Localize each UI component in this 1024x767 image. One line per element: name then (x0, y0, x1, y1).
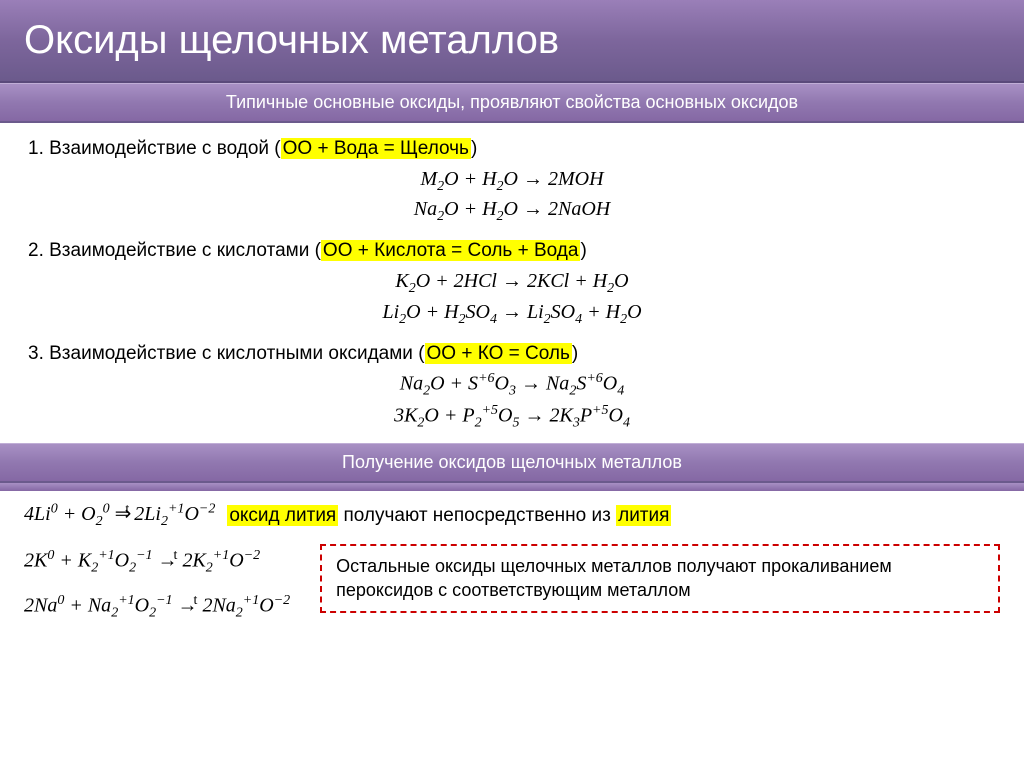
lithium-text: оксид лития получают непосредственно из … (227, 505, 671, 527)
reaction-2-eq-1: K2O + 2HCl → 2KCl + H2O (28, 268, 996, 299)
reaction-3-highlight: ОО + КО = Соль (425, 343, 572, 364)
lithium-mid: получают непосредственно из (338, 505, 616, 526)
lithium-hl-1: оксид лития (227, 505, 338, 526)
reaction-1-eq-2: Na2O + H2O → 2NaOH (28, 196, 996, 227)
preparation-content: 4Li0 + O20 ⇒t 2Li2+1O−2 оксид лития полу… (0, 491, 1024, 631)
reaction-3-eq-1: Na2O + S+6O3 → Na2S+6O4 (28, 370, 996, 402)
reaction-3-eq-2: 3K2O + P2+5O5 → 2K3P+5O4 (28, 402, 996, 434)
reaction-1-heading: 1. Взаимодействие с водой (ОО + Вода = Щ… (28, 135, 996, 164)
potassium-equation: 2K0 + K2+1O2−1 →t 2K2+1O−2 (24, 548, 290, 577)
reaction-1-highlight: ОО + Вода = Щелочь (281, 138, 471, 159)
sodium-equation: 2Na0 + Na2+1O2−1 →t 2Na2+1O−2 (24, 593, 290, 622)
reaction-3-prefix: 3. Взаимодействие с кислотными оксидами … (28, 343, 425, 364)
reaction-1-suffix: ) (471, 138, 477, 159)
lithium-equation: 4Li0 + O20 ⇒t 2Li2+1O−2 (24, 501, 215, 530)
reaction-2-suffix: ) (580, 240, 586, 261)
reaction-2-heading: 2. Взаимодействие с кислотами (ОО + Кисл… (28, 237, 996, 266)
section-header-preparation: Получение оксидов щелочных металлов (0, 443, 1024, 483)
other-equations: 2K0 + K2+1O2−1 →t 2K2+1O−2 2Na0 + Na2+1O… (24, 544, 290, 621)
decorative-band (0, 483, 1024, 491)
reaction-2-prefix: 2. Взаимодействие с кислотами ( (28, 240, 321, 261)
reaction-1-eq-1: M2O + H2O → 2MOH (28, 166, 996, 197)
section-header-properties: Типичные основные оксиды, проявляют свой… (0, 83, 1024, 123)
lithium-line: 4Li0 + O20 ⇒t 2Li2+1O−2 оксид лития полу… (24, 501, 1000, 530)
reaction-3-heading: 3. Взаимодействие с кислотными оксидами … (28, 340, 996, 369)
lithium-hl-2: лития (616, 505, 671, 526)
bottom-row: 2K0 + K2+1O2−1 →t 2K2+1O−2 2Na0 + Na2+1O… (24, 544, 1000, 621)
reaction-2-eq-2: Li2O + H2SO4 → Li2SO4 + H2O (28, 299, 996, 330)
reaction-3-suffix: ) (572, 343, 578, 364)
properties-content: 1. Взаимодействие с водой (ОО + Вода = Щ… (0, 123, 1024, 443)
page-title: Оксиды щелочных металлов (0, 0, 1024, 83)
note-box: Остальные оксиды щелочных металлов получ… (320, 544, 1000, 613)
reaction-2-highlight: ОО + Кислота = Соль + Вода (321, 240, 581, 261)
reaction-1-prefix: 1. Взаимодействие с водой ( (28, 138, 281, 159)
